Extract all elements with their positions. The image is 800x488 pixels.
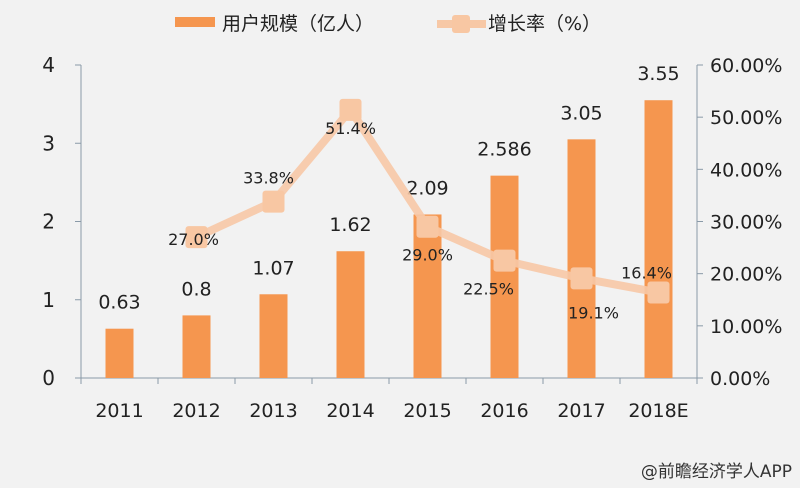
bar (567, 139, 596, 378)
growth-rate-label: 16.4% (621, 263, 672, 282)
growth-rate-label: 27.0% (168, 230, 219, 249)
right-tick-label: 0.00% (710, 368, 770, 390)
legend-bar-swatch (175, 17, 215, 27)
x-tick-label: 2016 (480, 400, 528, 422)
growth-rate-marker (647, 281, 670, 304)
left-tick-label: 0 (42, 366, 55, 390)
bar (336, 251, 365, 378)
legend-bar-label: 用户规模（亿人） (222, 13, 374, 35)
legend-line-marker (452, 15, 470, 33)
bar-value-label: 1.07 (252, 257, 294, 279)
x-tick-label: 2012 (172, 400, 220, 422)
growth-rate-marker (416, 215, 439, 238)
left-tick-label: 1 (42, 288, 55, 312)
x-tick-label: 2013 (249, 400, 297, 422)
x-tick-label: 2014 (326, 400, 374, 422)
growth-rate-marker (185, 226, 208, 249)
growth-rate-marker (570, 267, 593, 290)
bar-value-label: 3.55 (637, 63, 679, 85)
right-tick-label: 10.00% (710, 316, 782, 338)
growth-rate-label: 29.0% (402, 246, 453, 265)
x-tick-label: 2018E (628, 400, 688, 422)
x-tick-label: 2015 (403, 400, 451, 422)
bar (644, 100, 673, 379)
growth-rate-label: 22.5% (463, 280, 514, 299)
right-tick-label: 20.00% (710, 264, 782, 286)
bar (490, 175, 519, 378)
growth-rate-marker (262, 190, 285, 213)
bar-value-label: 3.05 (560, 102, 602, 124)
left-tick-label: 2 (42, 210, 55, 234)
x-tick-label: 2011 (95, 400, 143, 422)
left-tick-label: 3 (42, 131, 55, 155)
left-tick-label: 4 (42, 53, 55, 77)
bar (182, 315, 211, 378)
bar-value-label: 0.8 (181, 278, 211, 300)
x-tick-label: 2017 (557, 400, 605, 422)
right-tick-label: 30.00% (710, 212, 782, 234)
bar-value-label: 0.63 (98, 292, 140, 314)
watermark: @前瞻经济学人APP (640, 462, 792, 482)
bar-value-label: 1.62 (329, 214, 371, 236)
bar (259, 294, 288, 378)
bar-value-label: 2.09 (406, 177, 448, 199)
bar (105, 328, 134, 378)
growth-rate-label: 19.1% (568, 303, 619, 322)
bar-value-label: 2.586 (477, 139, 531, 161)
right-tick-label: 40.00% (710, 159, 782, 181)
growth-rate-marker (493, 249, 516, 272)
legend-line-label: 增长率（%） (488, 13, 601, 35)
right-tick-label: 50.00% (710, 107, 782, 129)
right-tick-label: 60.00% (710, 55, 782, 77)
bar (413, 214, 442, 378)
growth-rate-label: 33.8% (243, 169, 294, 188)
growth-rate-marker (339, 98, 362, 121)
growth-rate-label: 51.4% (325, 119, 376, 138)
